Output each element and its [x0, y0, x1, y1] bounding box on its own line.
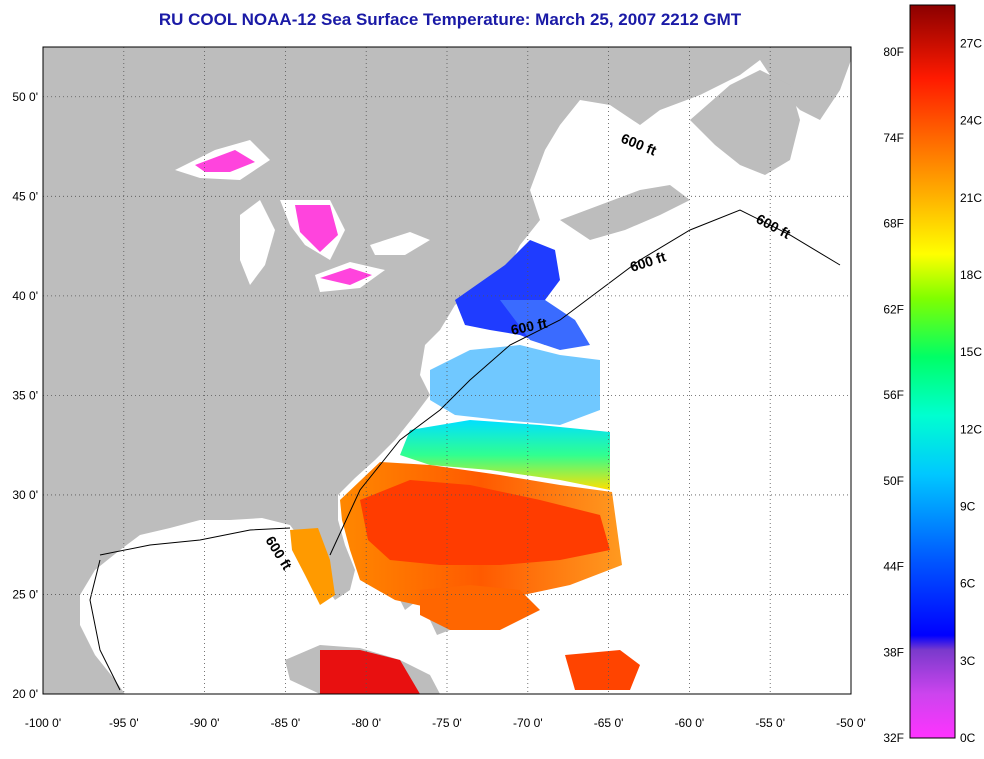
colorbar-celsius-label: 15C: [960, 345, 982, 359]
colorbar-fahrenheit-label: 44F: [883, 560, 904, 574]
colorbar-fahrenheit-label: 50F: [883, 474, 904, 488]
colorbar-fahrenheit-label: 74F: [883, 131, 904, 145]
colorbar-celsius-label: 24C: [960, 114, 982, 128]
colorbar-celsius-label: 27C: [960, 37, 982, 51]
longitude-tick-label: -85 0': [271, 716, 301, 730]
longitude-tick-label: -90 0': [190, 716, 220, 730]
latitude-tick-label: 45 0': [12, 189, 38, 203]
colorbar-celsius-label: 21C: [960, 191, 982, 205]
colorbar-fahrenheit-label: 32F: [883, 731, 904, 745]
great-lakes: [175, 140, 430, 292]
latitude-tick-label: 35 0': [12, 388, 38, 402]
colorbar-celsius-label: 9C: [960, 500, 976, 514]
longitude-tick-label: -60 0': [675, 716, 705, 730]
isobath-label: 600 ft: [509, 315, 548, 338]
longitude-tick-label: -75 0': [432, 716, 462, 730]
colorbar-fahrenheit-labels: 80F 74F 68F 62F 56F 50F 44F 38F 32F: [883, 45, 904, 745]
longitude-tick-label: -70 0': [513, 716, 543, 730]
longitude-tick-label: -50 0': [836, 716, 866, 730]
latitude-tick-label: 25 0': [12, 587, 38, 601]
longitude-tick-label: -65 0': [594, 716, 624, 730]
colorbar-fahrenheit-label: 38F: [883, 645, 904, 659]
colorbar-celsius-label: 18C: [960, 268, 982, 282]
longitude-tick-label: -95 0': [109, 716, 139, 730]
longitude-tick-label: -55 0': [755, 716, 785, 730]
map-title: RU COOL NOAA-12 Sea Surface Temperature:…: [158, 10, 742, 29]
map-frame: [42, 46, 852, 695]
latitude-tick-label: 50 0': [12, 90, 38, 104]
colorbar: [909, 4, 956, 739]
longitude-tick-label: -100 0': [25, 716, 61, 730]
latitude-tick-label: 20 0': [12, 687, 38, 701]
isobath-600ft: [89, 209, 841, 691]
colorbar-celsius-label: 0C: [960, 731, 976, 745]
colorbar-celsius-label: 12C: [960, 422, 982, 436]
longitude-tick-label: -80 0': [351, 716, 381, 730]
colorbar-celsius-label: 6C: [960, 577, 976, 591]
colorbar-fahrenheit-label: 56F: [883, 388, 904, 402]
colorbar-celsius-labels: 27C 24C 21C 18C 15C 12C 9C 6C 3C 0C: [960, 37, 982, 745]
colorbar-fahrenheit-label: 68F: [883, 217, 904, 231]
latitude-tick-label: 30 0': [12, 488, 38, 502]
longitude-tick-labels: -100 0' -95 0' -90 0' -85 0' -80 0' -75 0' -70…: [25, 716, 866, 730]
latitude-tick-labels: 50 0' 45 0' 40 0' 35 0' 30 0' 25 0' 20 0': [12, 90, 38, 701]
sst-field: [290, 240, 640, 694]
colorbar-fahrenheit-label: 62F: [883, 302, 904, 316]
colorbar-celsius-label: 3C: [960, 654, 976, 668]
graticule: [43, 47, 851, 694]
colorbar-fahrenheit-label: 80F: [883, 45, 904, 59]
latitude-tick-label: 40 0': [12, 289, 38, 303]
